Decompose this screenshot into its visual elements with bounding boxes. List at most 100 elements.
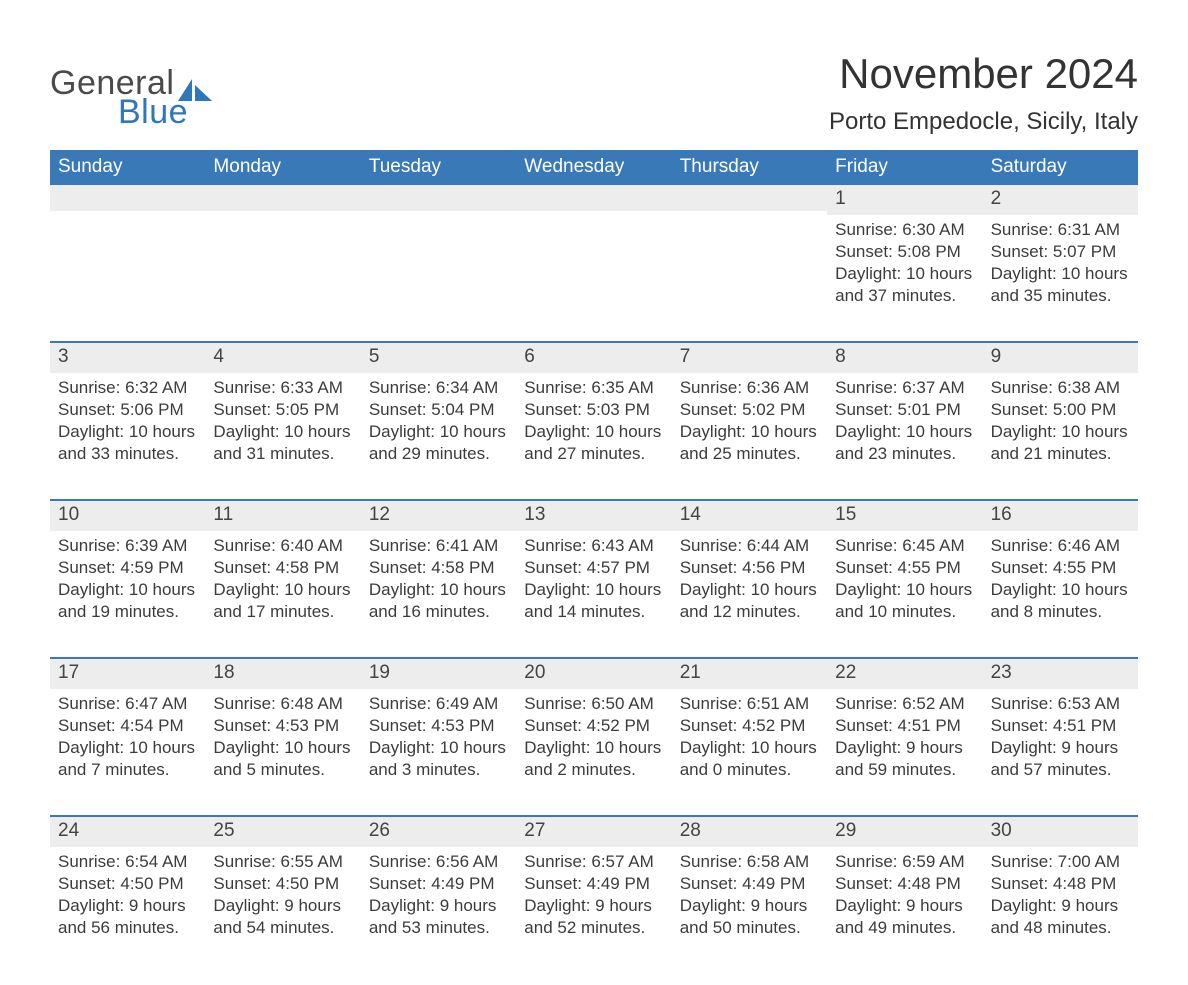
daylight-line: Daylight: 10 hours and 16 minutes.: [369, 579, 508, 623]
day-number: 26: [361, 817, 516, 847]
sunset-line: Sunset: 4:56 PM: [680, 557, 819, 579]
sunset-line: Sunset: 4:51 PM: [835, 715, 974, 737]
day-cell: 17Sunrise: 6:47 AMSunset: 4:54 PMDayligh…: [50, 659, 205, 787]
daylight-line: Daylight: 10 hours and 0 minutes.: [680, 737, 819, 781]
week-separator: [50, 471, 1138, 501]
daylight-line: Daylight: 9 hours and 50 minutes.: [680, 895, 819, 939]
daylight-line: Daylight: 9 hours and 49 minutes.: [835, 895, 974, 939]
day-number: 19: [361, 659, 516, 689]
day-number: 15: [827, 501, 982, 531]
day-cell: 24 Sunrise: 6:54 AMSunset: 4:50 PMDayligh…: [50, 817, 205, 945]
logo-text-blue: Blue: [118, 93, 188, 132]
sunrise-line: Sunrise: 6:34 AM: [369, 377, 508, 399]
day-number: 22: [827, 659, 982, 689]
daylight-line: Daylight: 10 hours and 23 minutes.: [835, 421, 974, 465]
weekday-header: Saturday: [983, 150, 1138, 185]
sunrise-line: Sunrise: 6:45 AM: [835, 535, 974, 557]
sunrise-line: Sunrise: 6:54 AM: [58, 851, 197, 873]
day-cell: [361, 185, 516, 313]
sunrise-line: Sunrise: 6:36 AM: [680, 377, 819, 399]
sunrise-line: Sunrise: 6:55 AM: [213, 851, 352, 873]
day-number: 30: [983, 817, 1138, 847]
daylight-line: Daylight: 10 hours and 27 minutes.: [524, 421, 663, 465]
day-cell: 19 Sunrise: 6:49 AMSunset: 4:53 PMDayligh…: [361, 659, 516, 787]
daylight-line: Daylight: 9 hours and 48 minutes.: [991, 895, 1130, 939]
sunset-line: Sunset: 4:49 PM: [524, 873, 663, 895]
sunrise-line: Sunrise: 6:56 AM: [369, 851, 508, 873]
sunset-line: Sunset: 4:50 PM: [213, 873, 352, 895]
sunset-line: Sunset: 4:59 PM: [58, 557, 197, 579]
sunrise-line: Sunrise: 6:47 AM: [58, 693, 197, 715]
sunset-line: Sunset: 5:03 PM: [524, 399, 663, 421]
day-cell: 10Sunrise: 6:39 AMSunset: 4:59 PMDayligh…: [50, 501, 205, 629]
sunrise-line: Sunrise: 6:57 AM: [524, 851, 663, 873]
day-number: [516, 185, 671, 211]
sunrise-line: Sunrise: 6:35 AM: [524, 377, 663, 399]
day-cell: [205, 185, 360, 313]
daylight-line: Daylight: 10 hours and 8 minutes.: [991, 579, 1130, 623]
day-cell: 29Sunrise: 6:59 AMSunset: 4:48 PMDayligh…: [827, 817, 982, 945]
daylight-line: Daylight: 9 hours and 57 minutes.: [991, 737, 1130, 781]
daylight-line: Daylight: 10 hours and 17 minutes.: [213, 579, 352, 623]
day-number: 13: [516, 501, 671, 531]
day-cell: 4Sunrise: 6:33 AMSunset: 5:05 PMDaylight…: [205, 343, 360, 471]
sunset-line: Sunset: 4:48 PM: [991, 873, 1130, 895]
sunset-line: Sunset: 5:01 PM: [835, 399, 974, 421]
daylight-line: Daylight: 9 hours and 56 minutes.: [58, 895, 197, 939]
day-number: 12: [361, 501, 516, 531]
daylight-line: Daylight: 10 hours and 2 minutes.: [524, 737, 663, 781]
weekday-header: Thursday: [672, 150, 827, 185]
sunset-line: Sunset: 4:55 PM: [835, 557, 974, 579]
day-cell: 1Sunrise: 6:30 AMSunset: 5:08 PMDaylight…: [827, 185, 982, 313]
sunset-line: Sunset: 5:02 PM: [680, 399, 819, 421]
sunrise-line: Sunrise: 7:00 AM: [991, 851, 1130, 873]
day-cell: 2Sunrise: 6:31 AMSunset: 5:07 PMDaylight…: [983, 185, 1138, 313]
day-cell: 14Sunrise: 6:44 AMSunset: 4:56 PMDayligh…: [672, 501, 827, 629]
day-cell: 21Sunrise: 6:51 AMSunset: 4:52 PMDayligh…: [672, 659, 827, 787]
sunset-line: Sunset: 4:57 PM: [524, 557, 663, 579]
sunrise-line: Sunrise: 6:50 AM: [524, 693, 663, 715]
sunrise-line: Sunrise: 6:48 AM: [213, 693, 352, 715]
title-block: November 2024 Porto Empedocle, Sicily, I…: [829, 50, 1138, 136]
daylight-line: Daylight: 9 hours and 54 minutes.: [213, 895, 352, 939]
daylight-line: Daylight: 10 hours and 14 minutes.: [524, 579, 663, 623]
sunrise-line: Sunrise: 6:49 AM: [369, 693, 508, 715]
week-separator: [50, 629, 1138, 659]
day-number: 6: [516, 343, 671, 373]
daylight-line: Daylight: 10 hours and 35 minutes.: [991, 263, 1130, 307]
day-number: 10: [50, 501, 205, 531]
sunrise-line: Sunrise: 6:38 AM: [991, 377, 1130, 399]
sunset-line: Sunset: 5:07 PM: [991, 241, 1130, 263]
day-cell: 3Sunrise: 6:32 AMSunset: 5:06 PMDaylight…: [50, 343, 205, 471]
sunset-line: Sunset: 4:58 PM: [369, 557, 508, 579]
calendar-body: 1Sunrise: 6:30 AMSunset: 5:08 PMDaylight…: [50, 185, 1138, 945]
daylight-line: Daylight: 9 hours and 53 minutes.: [369, 895, 508, 939]
sunset-line: Sunset: 4:52 PM: [680, 715, 819, 737]
daylight-line: Daylight: 10 hours and 3 minutes.: [369, 737, 508, 781]
sunrise-line: Sunrise: 6:32 AM: [58, 377, 197, 399]
day-cell: 6 Sunrise: 6:35 AMSunset: 5:03 PMDaylight…: [516, 343, 671, 471]
daylight-line: Daylight: 10 hours and 5 minutes.: [213, 737, 352, 781]
day-number: 8: [827, 343, 982, 373]
sunrise-line: Sunrise: 6:44 AM: [680, 535, 819, 557]
day-cell: 22Sunrise: 6:52 AMSunset: 4:51 PMDayligh…: [827, 659, 982, 787]
day-cell: 7Sunrise: 6:36 AMSunset: 5:02 PMDaylight…: [672, 343, 827, 471]
day-cell: 28Sunrise: 6:58 AMSunset: 4:49 PMDayligh…: [672, 817, 827, 945]
calendar: SundayMondayTuesdayWednesdayThursdayFrid…: [50, 150, 1138, 945]
day-number: 1: [827, 185, 982, 215]
day-cell: 13Sunrise: 6:43 AMSunset: 4:57 PMDayligh…: [516, 501, 671, 629]
sunrise-line: Sunrise: 6:31 AM: [991, 219, 1130, 241]
day-cell: 23Sunrise: 6:53 AMSunset: 4:51 PMDayligh…: [983, 659, 1138, 787]
day-cell: 8Sunrise: 6:37 AMSunset: 5:01 PMDaylight…: [827, 343, 982, 471]
sunrise-line: Sunrise: 6:40 AM: [213, 535, 352, 557]
header-row: General Blue November 2024 Porto Empedoc…: [50, 50, 1138, 136]
sunset-line: Sunset: 4:50 PM: [58, 873, 197, 895]
day-cell: [516, 185, 671, 313]
sunset-line: Sunset: 4:53 PM: [369, 715, 508, 737]
weekday-header: Wednesday: [516, 150, 671, 185]
day-cell: [50, 185, 205, 313]
sunset-line: Sunset: 5:05 PM: [213, 399, 352, 421]
day-cell: 27Sunrise: 6:57 AMSunset: 4:49 PMDayligh…: [516, 817, 671, 945]
sunset-line: Sunset: 5:08 PM: [835, 241, 974, 263]
day-number: 24: [50, 817, 205, 847]
